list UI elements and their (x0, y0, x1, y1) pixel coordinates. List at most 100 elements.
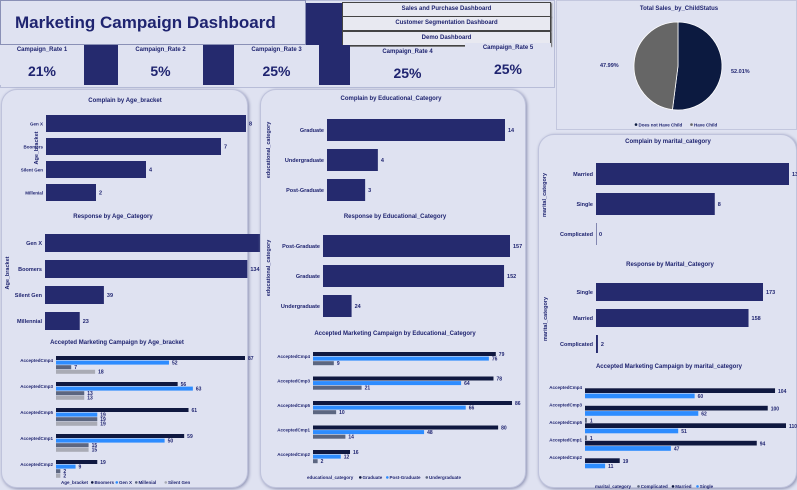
nav-customer-segmentation-button[interactable]: Customer Segmentation Dashboard (342, 16, 551, 31)
value-label: 80 (501, 425, 507, 431)
bar (327, 179, 366, 201)
value-label: 152 (507, 274, 516, 280)
legend-marker (134, 481, 138, 484)
category-label: Millennial (17, 319, 43, 325)
bar (56, 391, 85, 396)
bar (313, 410, 337, 415)
category-label: Boomers (23, 145, 43, 150)
value-label: 14 (348, 435, 354, 441)
bar (313, 385, 362, 390)
axis-label: educational_category (266, 239, 272, 296)
legend-label: Boomers (94, 480, 114, 485)
bar (313, 356, 489, 361)
bar (313, 434, 346, 439)
value-label: 76 (492, 356, 498, 362)
value-label: 94 (760, 441, 766, 447)
rate-card-1: Campaign_Rate 1 21% (0, 45, 84, 85)
legend-marker (671, 485, 675, 488)
legend-marker (115, 481, 119, 484)
bar (323, 235, 510, 257)
chart-accepted-education: Accepted Marketing Campaign by Education… (277, 331, 521, 480)
pie-slice (633, 21, 679, 111)
legend-marker (164, 481, 168, 484)
title-box: Marketing Campaign Dashboard (0, 0, 306, 45)
bar (313, 454, 341, 459)
category-label: AcceptedCmp3 (20, 384, 53, 389)
value-label: 19 (100, 412, 106, 418)
rate-value: 21% (27, 63, 57, 79)
value-label: 1 (590, 419, 593, 425)
rate-label: Campaign_Rate 2 (135, 47, 186, 53)
value-label: 19 (100, 422, 106, 428)
category-label: Post-Graduate (286, 188, 324, 194)
legend-label: Have Child (694, 123, 718, 128)
rate-card-4: Campaign_Rate 4 25% (350, 47, 465, 87)
value-label: 78 (496, 376, 502, 382)
bar (56, 469, 61, 474)
category-label: AcceptedCmp5 (20, 410, 53, 415)
value-label: 56 (181, 382, 187, 388)
bar (56, 365, 72, 370)
value-label: 15 (92, 448, 98, 454)
bar (56, 421, 98, 426)
legend-marker (359, 476, 362, 479)
value-label: 66 (469, 405, 475, 411)
bar (56, 382, 178, 386)
bar (313, 376, 494, 381)
rate-label: Campaign_Rate 1 (16, 47, 68, 53)
rate-card-5: Campaign_Rate 5 25% (465, 43, 551, 83)
value-label: 7 (224, 145, 227, 151)
value-label: 110 (789, 424, 797, 430)
value-label: 16 (353, 450, 359, 456)
value-label: 59 (187, 434, 193, 440)
value-label: 19 (623, 459, 629, 465)
value-label: 15 (92, 443, 98, 449)
axis-label: Age_bracket (5, 256, 11, 289)
bar (585, 388, 776, 393)
category-label: AcceptedCmp2 (277, 452, 310, 457)
bar (313, 405, 466, 410)
page-title: Marketing Campaign Dashboard (15, 13, 276, 32)
category-label: AcceptedCmp1 (549, 438, 582, 443)
bar (585, 458, 620, 463)
legend-label: Complicated (641, 484, 668, 489)
bar (585, 440, 757, 446)
bar (45, 260, 248, 278)
value-label: 2 (601, 342, 604, 348)
category-label: Married (573, 172, 593, 178)
legend-label: Undergraduate (429, 475, 462, 480)
category-label: Silent Gen (21, 168, 44, 173)
bar (56, 360, 169, 365)
value-label: 9 (79, 464, 82, 470)
legend-title: Age_bracket (61, 480, 89, 485)
axis-label: educational_category (266, 121, 272, 178)
value-label: 8 (249, 122, 252, 128)
bar (313, 352, 496, 356)
value-label: 79 (499, 352, 505, 358)
legend-label: Single (700, 484, 714, 489)
value-label: 157 (513, 244, 522, 250)
value-label: 8 (718, 202, 721, 208)
bar (45, 286, 104, 304)
bar (56, 460, 98, 464)
value-label: 4 (149, 168, 153, 174)
category-label: Gen X (26, 241, 42, 247)
rate-value: 25% (262, 63, 291, 79)
value-label: 64 (464, 381, 470, 387)
rate-label: Campaign_Rate 4 (382, 49, 433, 55)
value-label: 134 (250, 267, 260, 273)
bar (46, 115, 246, 132)
bar (327, 149, 378, 171)
bar (596, 223, 597, 245)
bar (596, 335, 598, 353)
category-label: Silent Gen (15, 293, 43, 299)
panel-education: Complain by Educational_Category educatio… (260, 89, 526, 488)
bar (56, 386, 193, 391)
nav-demo-button[interactable]: Demo Dashboard (342, 31, 551, 46)
nav-sales-purchase-button[interactable]: Sales and Purchase Dashboard (342, 2, 551, 17)
bar (56, 438, 165, 443)
bar (585, 393, 695, 399)
category-label: Undergraduate (281, 304, 320, 310)
category-label: AcceptedCmp5 (549, 420, 582, 425)
rate-value: 5% (150, 63, 171, 79)
